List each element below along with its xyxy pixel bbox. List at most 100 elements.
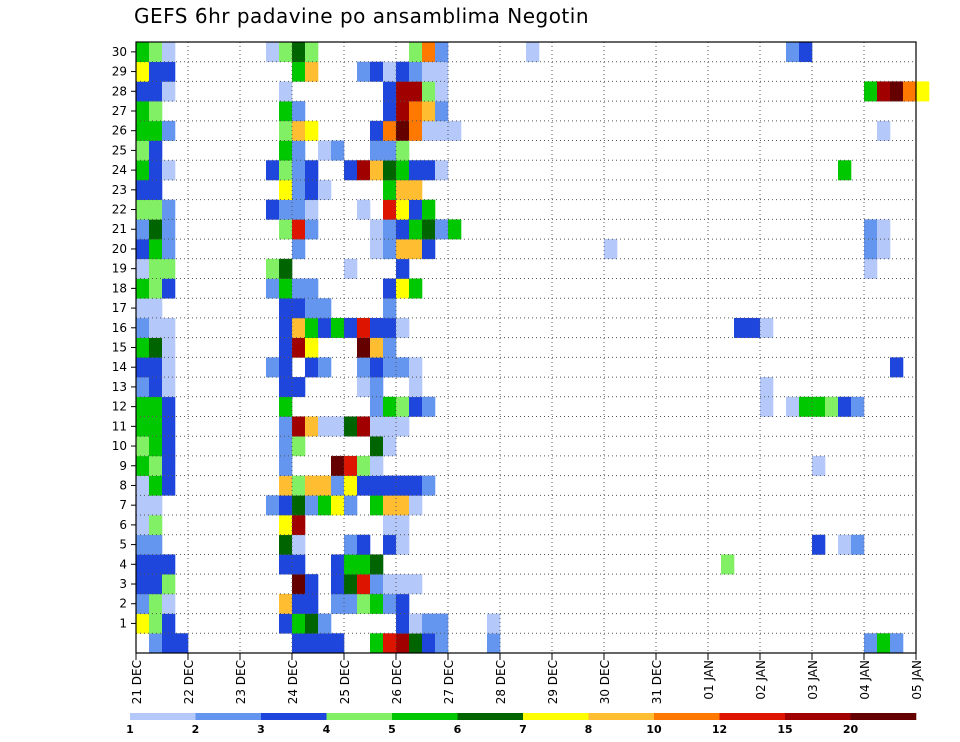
heatmap-cell [370,219,384,240]
colorbar-tick-label: 12 [712,723,727,736]
heatmap-cell [305,475,319,496]
heatmap-cell [331,455,345,476]
heatmap-cell [344,317,358,338]
heatmap-cell [435,101,449,122]
heatmap-cell [812,396,826,417]
heatmap-cell [409,101,423,122]
heatmap-cell [357,475,371,496]
heatmap-cell [344,495,358,516]
heatmap-cell [370,495,384,516]
heatmap-cell [136,160,150,181]
y-tick-label: 15 [112,341,127,355]
y-tick-label: 30 [112,45,127,59]
x-tick-label: 21 DEC [130,660,144,704]
heatmap-cell [149,554,163,575]
heatmap-cell [435,120,449,141]
heatmap-cell [370,357,384,378]
heatmap-cell [149,317,163,338]
heatmap-cell [149,633,163,654]
y-tick-label: 25 [112,143,127,157]
heatmap-cell [357,61,371,82]
heatmap-cell [396,416,410,437]
heatmap-cell [279,199,293,220]
heatmap-cell [318,416,332,437]
colorbar-tick-label: 2 [192,723,200,736]
colorbar-swatch [654,713,720,720]
grid-lines [136,42,916,653]
heatmap-cell [279,455,293,476]
heatmap-cell [838,396,852,417]
heatmap-cell [422,120,436,141]
heatmap-cell [136,317,150,338]
colorbar-swatch [130,713,196,720]
heatmap-cell [149,140,163,161]
heatmap-cell [149,574,163,595]
heatmap-cell [448,219,462,240]
heatmap-cell [279,357,293,378]
heatmap-cell [409,61,423,82]
x-tick-label: 22 DEC [182,660,196,704]
heatmap-cell [370,317,384,338]
heatmap-cell [383,317,397,338]
y-tick-label: 13 [112,380,127,394]
heatmap-cell [149,436,163,457]
heatmap-cell [279,377,293,398]
heatmap-cell [136,515,150,536]
heatmap-cell [162,416,176,437]
heatmap-cell [344,475,358,496]
heatmap-cell [149,219,163,240]
y-tick-label: 3 [119,577,127,591]
heatmap-cell [292,239,306,260]
heatmap-cell [396,278,410,299]
heatmap-cell [305,42,319,63]
heatmap-cell [409,219,423,240]
heatmap-cell [162,554,176,575]
colorbar-legend: 1 2 3 4 5 6 7 8 10 12 15 20 [126,713,917,736]
heatmap-cell [266,42,280,63]
heatmap-cell [786,42,800,63]
colorbar-tick-label: 3 [257,723,265,736]
y-tick-label: 28 [112,84,127,98]
colorbar-swatch [785,713,851,720]
heatmap-cell [279,140,293,161]
heatmap-cell [305,416,319,437]
heatmap-cell [162,199,176,220]
heatmap-cell [279,613,293,634]
heatmap-cell [383,593,397,614]
heatmap-cell [162,475,176,496]
heatmap-cell [409,160,423,181]
heatmap-cell [890,357,904,378]
heatmap-cell [305,357,319,378]
heatmap-cell [890,633,904,654]
x-tick-label: 25 DEC [338,660,352,704]
heatmap-cell [149,42,163,63]
y-tick-label: 24 [112,163,127,177]
colorbar-tick-label: 6 [454,723,462,736]
heatmap-cell [383,633,397,654]
heatmap-cell [422,239,436,260]
heatmap-cell [279,101,293,122]
heatmap-cell [305,219,319,240]
heatmap-cell [136,593,150,614]
heatmap-cell [422,396,436,417]
heatmap-cell [136,554,150,575]
heatmap-cell [279,534,293,555]
heatmap-cell [279,81,293,102]
heatmap-cell [851,534,865,555]
x-tick-label: 01 JAN [702,660,716,700]
heatmap-cell [396,613,410,634]
heatmap-cell [409,633,423,654]
heatmap-cell [266,495,280,516]
colorbar-swatch [195,713,262,720]
heatmap-cell [396,160,410,181]
heatmap-cell [825,396,839,417]
heatmap-cell [331,140,345,161]
heatmap-cell [435,61,449,82]
heatmap-cell [331,593,345,614]
heatmap-cell [344,534,358,555]
heatmap-cell [331,416,345,437]
heatmap-cell [396,199,410,220]
heatmap-cell [435,42,449,63]
heatmap-cell [318,298,332,319]
y-tick-label: 27 [112,104,127,118]
